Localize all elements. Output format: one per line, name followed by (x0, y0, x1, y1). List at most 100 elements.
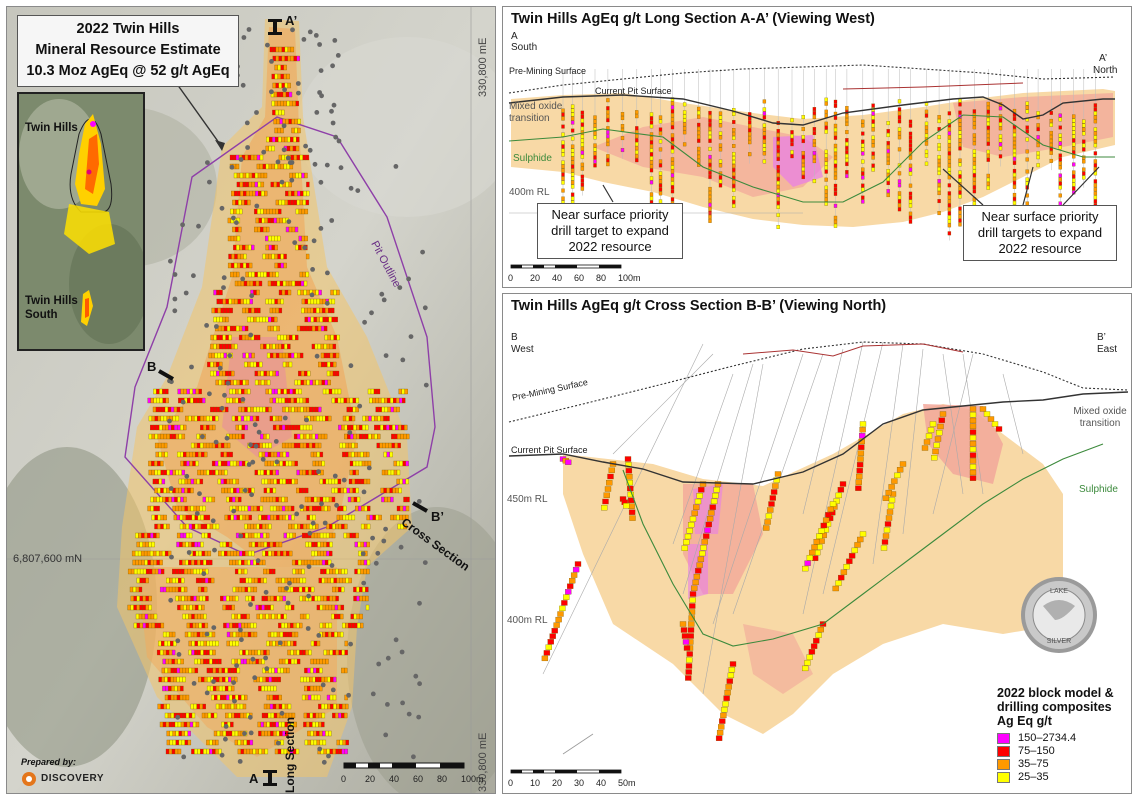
composite-block (275, 370, 279, 377)
composite-block (280, 388, 284, 395)
composite-block (256, 676, 260, 683)
composite-block (947, 151, 952, 156)
composite-block (232, 397, 236, 404)
composite-block (259, 613, 263, 620)
drill-collar (254, 203, 260, 209)
composite-block (341, 649, 345, 656)
composite-block (192, 550, 197, 557)
composite-block (260, 649, 264, 656)
composite-block (281, 109, 285, 116)
composite-block (405, 505, 410, 512)
composite-block (958, 126, 962, 131)
composite-block (266, 208, 270, 215)
composite-block (293, 55, 297, 62)
composite-block (170, 640, 174, 647)
composite-block (157, 523, 161, 530)
composite-block (958, 162, 962, 167)
composite-block (998, 134, 1003, 139)
composite-block (229, 307, 233, 314)
composite-block (353, 613, 357, 620)
composite-block (240, 613, 244, 620)
composite-block (147, 532, 151, 539)
composite-block (1093, 111, 1098, 116)
composite-block (998, 122, 1003, 127)
drill-collar (361, 580, 367, 586)
composite-block (635, 114, 639, 119)
composite-block (284, 136, 288, 143)
composite-block (312, 676, 316, 683)
composite-block (315, 712, 320, 719)
composite-block (184, 595, 188, 602)
composite-block (194, 658, 198, 665)
composite-block (350, 424, 354, 431)
composite-block (314, 343, 319, 350)
composite-block (314, 442, 319, 449)
composite-block (311, 469, 315, 476)
composite-block (202, 505, 206, 512)
composite-block (580, 166, 585, 171)
drill-collar (246, 462, 252, 467)
composite-block (921, 445, 929, 451)
composite-block (272, 352, 277, 359)
composite-block (593, 159, 597, 164)
composite-block (357, 559, 362, 566)
composite-block (222, 370, 226, 377)
composite-block (288, 118, 292, 125)
composite-block (167, 667, 172, 674)
composite-block (265, 388, 269, 395)
composite-block (194, 748, 198, 755)
composite-block (139, 568, 144, 575)
composite-block (273, 118, 277, 125)
composite-block (327, 361, 331, 368)
composite-block (402, 505, 407, 512)
composite-block (223, 595, 227, 602)
composite-block (318, 676, 322, 683)
composite-block (175, 415, 180, 422)
composite-block (280, 298, 284, 305)
composite-block (561, 144, 565, 149)
composite-block (226, 442, 231, 449)
composite-block (245, 550, 249, 557)
composite-block (224, 667, 229, 674)
composite-block (897, 203, 902, 208)
composite-block (239, 172, 244, 179)
composite-block (242, 172, 247, 179)
composite-block (986, 153, 990, 158)
composite-block (897, 207, 902, 212)
composite-block (254, 379, 259, 386)
composite-block (141, 559, 145, 566)
composite-block (762, 111, 767, 116)
composite-block (620, 116, 625, 121)
composite-block (559, 605, 566, 612)
drill-collar (331, 102, 337, 108)
composite-block (224, 514, 228, 521)
composite-block (323, 748, 327, 755)
composite-block (235, 199, 239, 206)
composite-block (342, 415, 347, 422)
composite-block (986, 117, 990, 122)
composite-block (1072, 174, 1076, 179)
composite-block (289, 100, 293, 107)
composite-block (342, 703, 346, 710)
composite-block (384, 397, 388, 404)
composite-block (286, 550, 290, 557)
composite-block (196, 505, 200, 512)
composite-block (164, 712, 169, 719)
composite-block (225, 712, 229, 719)
composite-block (233, 244, 237, 251)
composite-block (213, 343, 217, 350)
composite-block (697, 158, 701, 163)
composite-block (209, 658, 213, 665)
composite-block (986, 133, 990, 138)
composite-block (929, 421, 937, 427)
composite-block (161, 676, 165, 683)
composite-block (886, 141, 890, 146)
composite-block (348, 577, 352, 584)
composite-block (239, 181, 244, 188)
composite-block (251, 550, 255, 557)
composite-block (151, 514, 155, 521)
composite-block (238, 631, 243, 638)
composite-block (200, 541, 204, 548)
composite-block (197, 523, 202, 530)
composite-block (363, 451, 367, 458)
